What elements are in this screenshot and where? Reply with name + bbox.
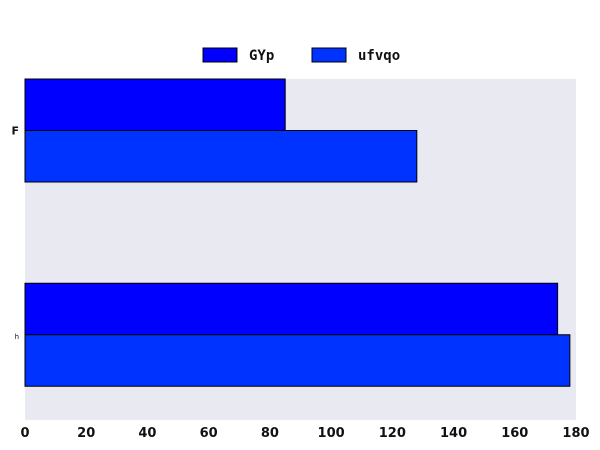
bar-ufvqo-F xyxy=(24,130,418,183)
x-axis-ticks: 0 20 40 60 80 100 120 140 160 180 xyxy=(20,426,589,441)
x-tick-label: 60 xyxy=(200,426,218,441)
x-tick-label: 140 xyxy=(440,426,467,441)
x-tick-label: 0 xyxy=(20,426,29,441)
category-label: F xyxy=(11,125,19,138)
bar-GYp-F xyxy=(24,78,286,131)
x-tick-label: 120 xyxy=(379,426,406,441)
bar-ufvqo-h xyxy=(24,334,571,387)
legend-swatch xyxy=(202,47,238,63)
legend-label: ufvqo xyxy=(358,48,400,64)
x-tick-label: 100 xyxy=(318,426,345,441)
category-labels: Fh xyxy=(11,125,19,341)
legend: GYp ufvqo xyxy=(202,47,400,64)
x-tick-label: 80 xyxy=(261,426,279,441)
x-tick-label: 160 xyxy=(501,426,528,441)
category-label: h xyxy=(15,333,19,341)
x-tick-label: 40 xyxy=(138,426,156,441)
legend-label: GYp xyxy=(249,48,274,64)
legend-swatch xyxy=(311,47,347,63)
bar-GYp-h xyxy=(24,282,559,336)
x-tick-label: 180 xyxy=(562,426,589,441)
x-tick-label: 20 xyxy=(77,426,95,441)
bars-layer xyxy=(24,78,571,387)
